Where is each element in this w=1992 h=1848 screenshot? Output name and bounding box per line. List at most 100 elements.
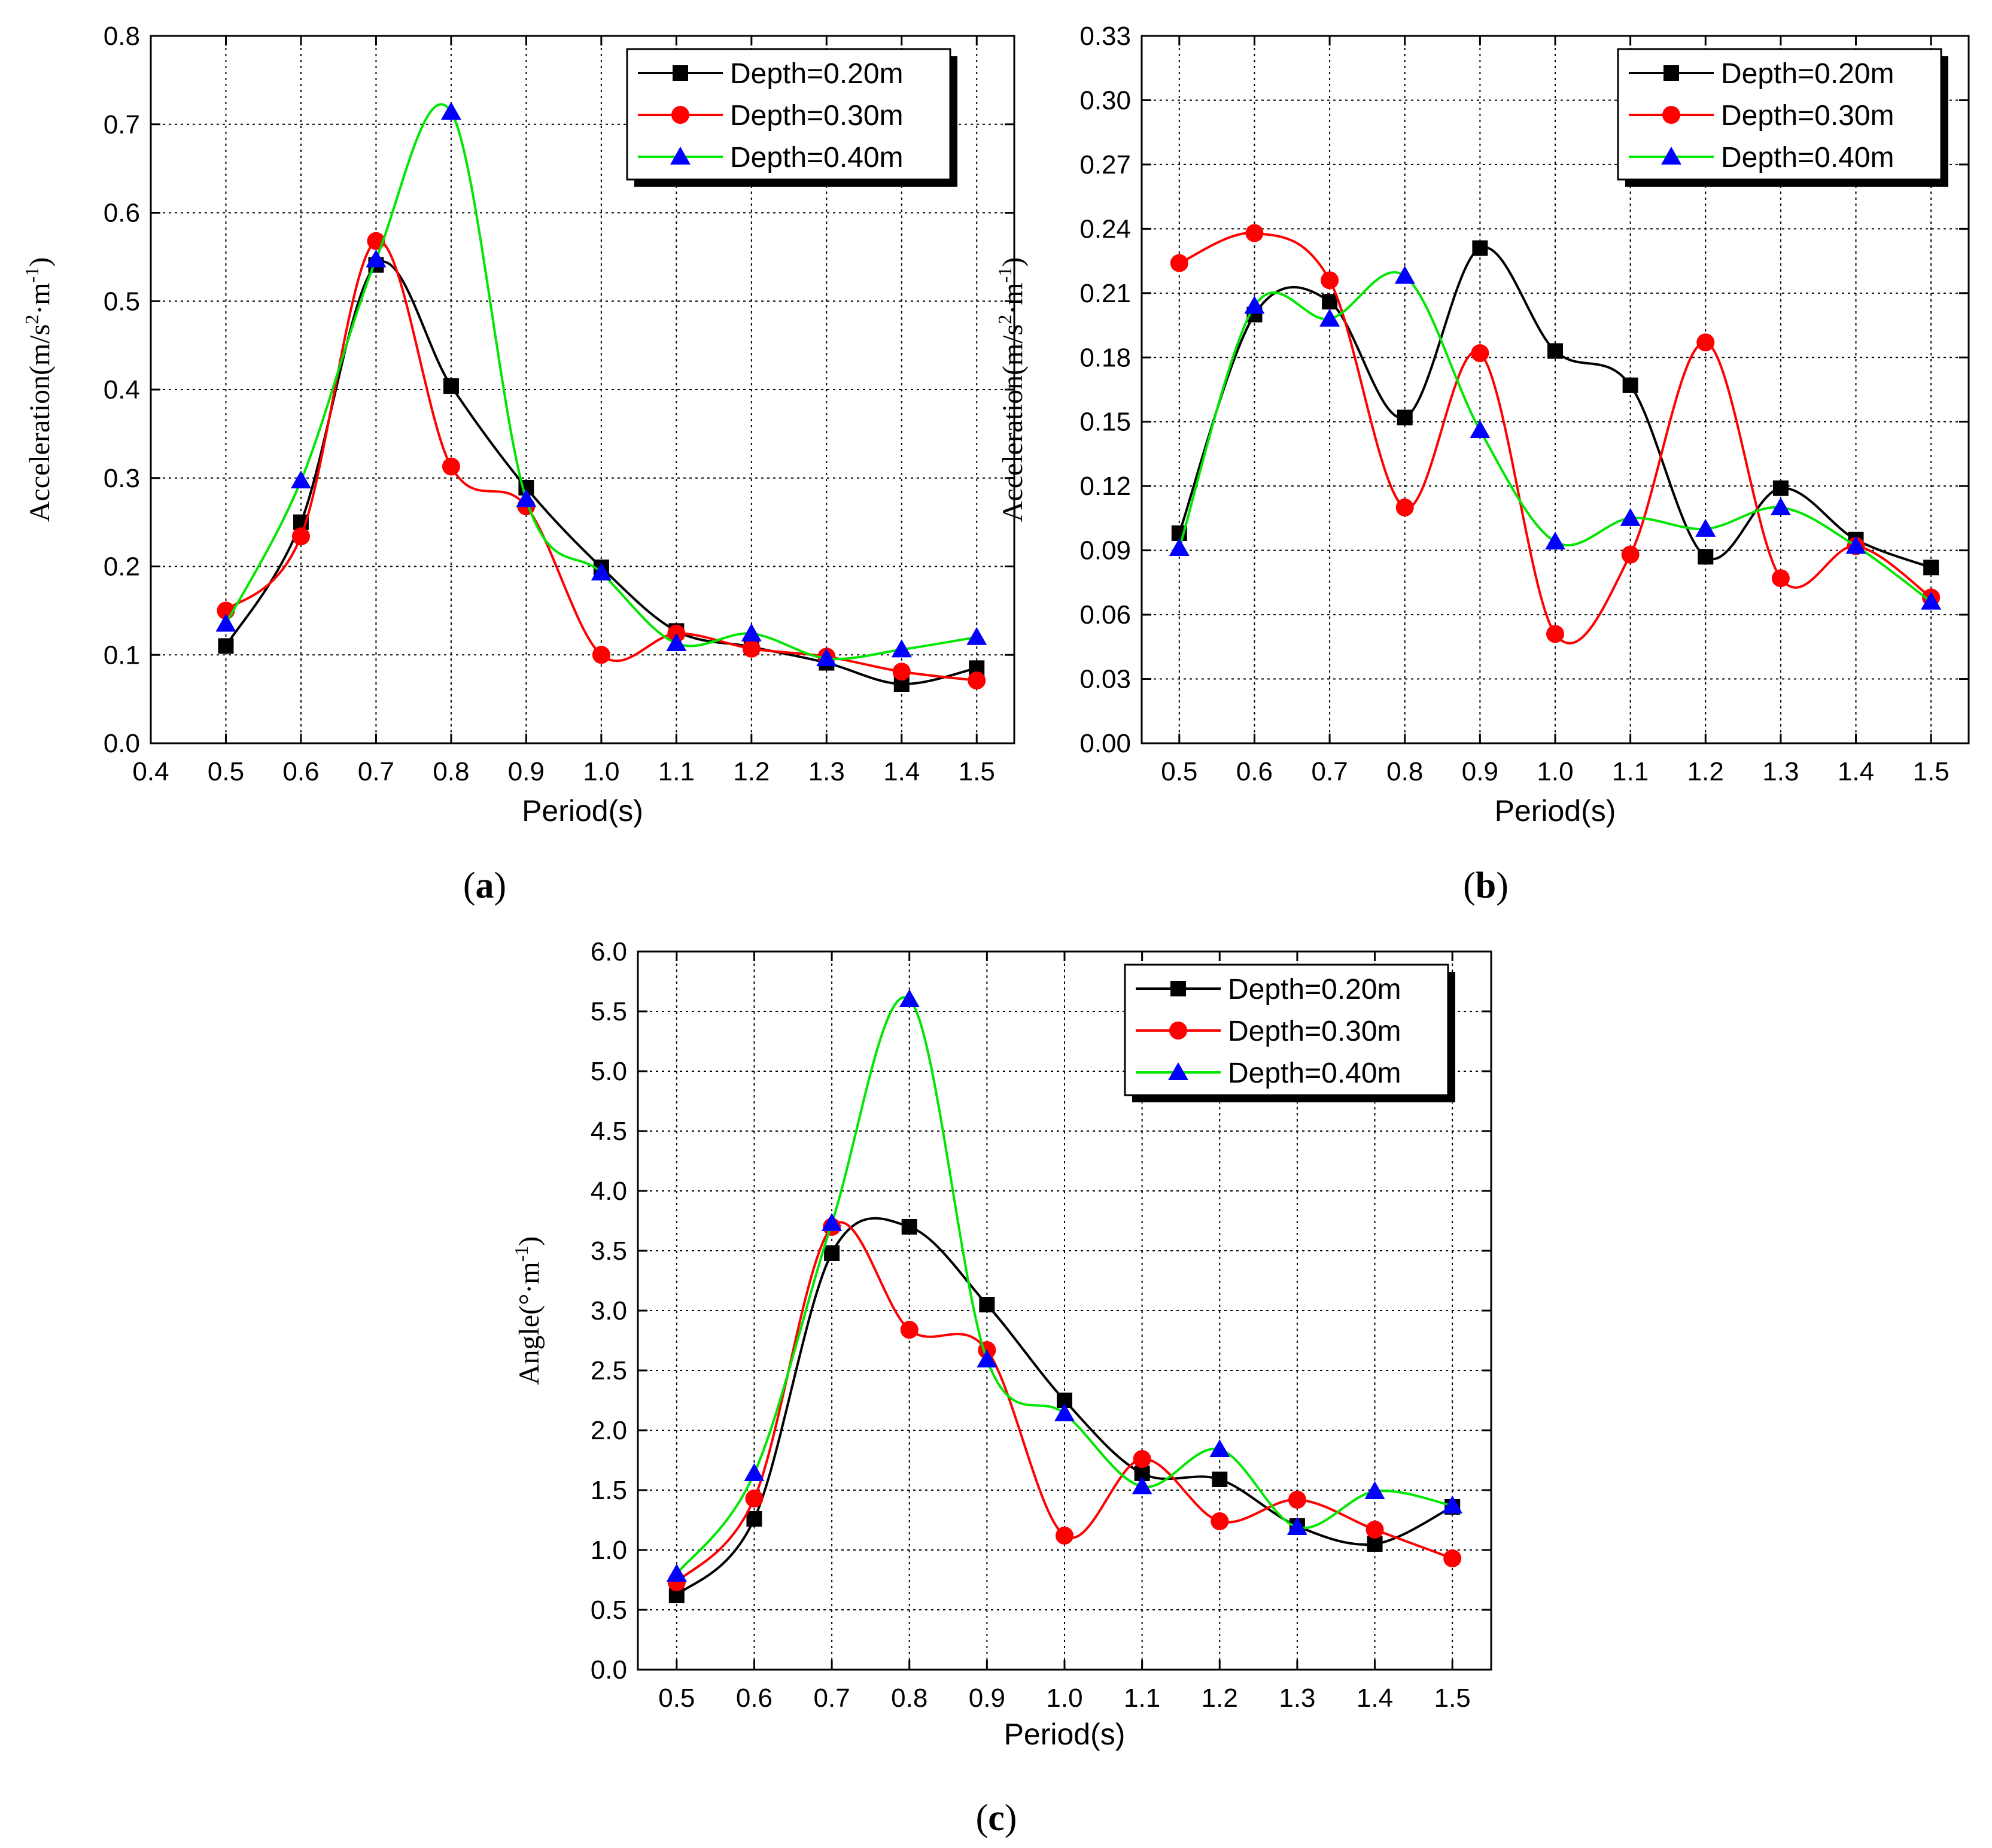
y-axis-label-mid: ·m bbox=[24, 282, 56, 314]
y-tick-label: 0.30 bbox=[1079, 86, 1131, 115]
x-tick-label: 0.7 bbox=[358, 757, 394, 786]
panel-caption: (b) bbox=[1463, 865, 1509, 906]
data-point bbox=[1170, 254, 1188, 272]
y-axis-label-sup2: -1 bbox=[510, 1246, 532, 1262]
y-axis-label-sup2: -1 bbox=[21, 267, 42, 283]
data-point bbox=[1696, 333, 1715, 352]
y-tick-label: 0.5 bbox=[104, 287, 140, 316]
legend-label: Depth=0.20m bbox=[1228, 974, 1401, 1005]
x-tick-label: 0.8 bbox=[1386, 757, 1423, 786]
x-tick-label: 0.5 bbox=[658, 1683, 695, 1713]
x-tick-label: 1.1 bbox=[658, 757, 695, 786]
caption-close: ) bbox=[1005, 1798, 1017, 1838]
legend-label: Depth=0.30m bbox=[1721, 100, 1894, 132]
series-depth-0-30m bbox=[1170, 224, 1941, 645]
data-point bbox=[591, 562, 612, 580]
data-point bbox=[1395, 499, 1414, 516]
y-tick-label: 0.3 bbox=[104, 464, 140, 493]
data-point bbox=[366, 249, 387, 268]
y-axis: 0.00 0.03 0.06 0.09 0.12 0.15 0.18 0.21 0.24 0.27… bbox=[1079, 22, 1969, 758]
x-tick-label: 1.0 bbox=[1537, 757, 1573, 786]
data-point bbox=[746, 1511, 762, 1527]
y-tick-label: 0.7 bbox=[104, 110, 140, 139]
legend-label: Depth=0.40m bbox=[1721, 142, 1894, 174]
x-tick-label: 0.4 bbox=[132, 757, 169, 786]
x-tick-label: 1.2 bbox=[733, 757, 770, 786]
caption-open: ( bbox=[1463, 865, 1476, 906]
legend-marker bbox=[1169, 1022, 1187, 1040]
caption-open: ( bbox=[463, 865, 476, 906]
y-tick-label: 0.18 bbox=[1079, 343, 1131, 372]
data-point bbox=[1132, 1476, 1152, 1494]
legend-marker bbox=[1662, 106, 1680, 124]
x-tick-label: 1.3 bbox=[808, 757, 845, 786]
x-tick-label: 0.7 bbox=[1312, 757, 1348, 786]
x-axis: 0.5 0.6 0.7 0.8 0.9 1.0 1.1 1.2 1.3 1.4 1.5 bbox=[658, 952, 1471, 1713]
data-point bbox=[1365, 1521, 1384, 1539]
data-point bbox=[979, 1297, 995, 1312]
y-tick-label: 0.6 bbox=[104, 199, 140, 228]
y-axis-label-end: ) bbox=[24, 257, 56, 267]
x-tick-label: 0.9 bbox=[969, 1683, 1005, 1713]
data-point bbox=[442, 457, 460, 476]
data-point bbox=[1245, 224, 1264, 242]
legend: Depth=0.20m Depth=0.30m Depth=0.40m bbox=[626, 48, 957, 187]
data-point bbox=[1921, 591, 1942, 610]
y-tick-label: 0.06 bbox=[1079, 600, 1131, 630]
legend-marker bbox=[671, 106, 689, 124]
x-tick-label: 0.9 bbox=[1462, 757, 1498, 786]
y-axis-label-sup1: 2 bbox=[21, 315, 42, 324]
legend-marker bbox=[1663, 65, 1679, 81]
x-tick-label: 1.4 bbox=[1838, 757, 1874, 786]
y-tick-label: 4.0 bbox=[591, 1177, 627, 1206]
data-point bbox=[440, 102, 461, 120]
x-tick-label: 0.6 bbox=[282, 757, 319, 786]
data-point bbox=[901, 1219, 917, 1235]
series-depth-0-40m bbox=[215, 102, 987, 667]
data-point bbox=[1845, 536, 1866, 554]
y-axis: 0.0 0.1 0.2 0.3 0.4 0.5 0.6 0.7 0.8 bbox=[104, 22, 1014, 758]
caption-close: ) bbox=[1496, 865, 1509, 906]
data-point bbox=[1547, 343, 1563, 359]
data-point bbox=[1397, 409, 1413, 425]
data-point bbox=[968, 671, 986, 690]
data-point bbox=[1923, 560, 1939, 576]
series-depth-0-40m bbox=[666, 989, 1463, 1582]
data-point bbox=[1621, 545, 1640, 564]
data-point bbox=[1472, 240, 1488, 256]
x-tick-label: 0.5 bbox=[208, 757, 244, 786]
x-tick-label: 1.2 bbox=[1687, 757, 1724, 786]
data-point bbox=[977, 1349, 997, 1367]
y-tick-label: 0.00 bbox=[1079, 729, 1131, 758]
data-point bbox=[1133, 1450, 1151, 1468]
data-point bbox=[1443, 1549, 1462, 1567]
data-point bbox=[824, 1245, 840, 1261]
y-tick-label: 1.0 bbox=[591, 1536, 627, 1565]
data-point bbox=[1772, 480, 1789, 496]
data-point bbox=[744, 1463, 765, 1481]
data-point bbox=[666, 1564, 687, 1582]
legend-marker bbox=[1168, 1062, 1188, 1080]
y-axis-label-base: Angle(°·m bbox=[513, 1262, 545, 1385]
data-point bbox=[516, 489, 537, 507]
data-point bbox=[966, 627, 987, 645]
x-tick-label: 0.5 bbox=[1161, 757, 1197, 786]
data-point bbox=[1770, 497, 1791, 515]
legend-label: Depth=0.30m bbox=[730, 100, 904, 132]
data-point bbox=[291, 527, 310, 546]
data-point bbox=[1321, 271, 1339, 290]
x-tick-label: 1.4 bbox=[1357, 1683, 1393, 1713]
data-point bbox=[592, 646, 610, 664]
data-point bbox=[1545, 531, 1565, 550]
data-point bbox=[891, 639, 912, 658]
data-point bbox=[1287, 1517, 1307, 1535]
data-point bbox=[1546, 625, 1564, 643]
chart-panel-c: 0.5 0.6 0.7 0.8 0.9 1.0 1.1 1.2 1.3 1.4 1.5 0.0 0.5 1… bbox=[510, 937, 1492, 1838]
y-axis-label-base: Acceleration(m/s bbox=[997, 324, 1029, 522]
y-tick-label: 0.15 bbox=[1079, 408, 1131, 437]
chart-panel-a: 0.4 0.5 0.6 0.7 0.8 0.9 1.0 1.1 1.2 1.3 1.4 1.50.00… bbox=[21, 22, 1015, 906]
y-tick-label: 0.21 bbox=[1079, 279, 1131, 308]
y-tick-label: 1.5 bbox=[591, 1476, 627, 1505]
y-axis-label: Angle(°·m-1) bbox=[510, 1236, 545, 1385]
x-tick-label: 1.0 bbox=[583, 757, 619, 786]
